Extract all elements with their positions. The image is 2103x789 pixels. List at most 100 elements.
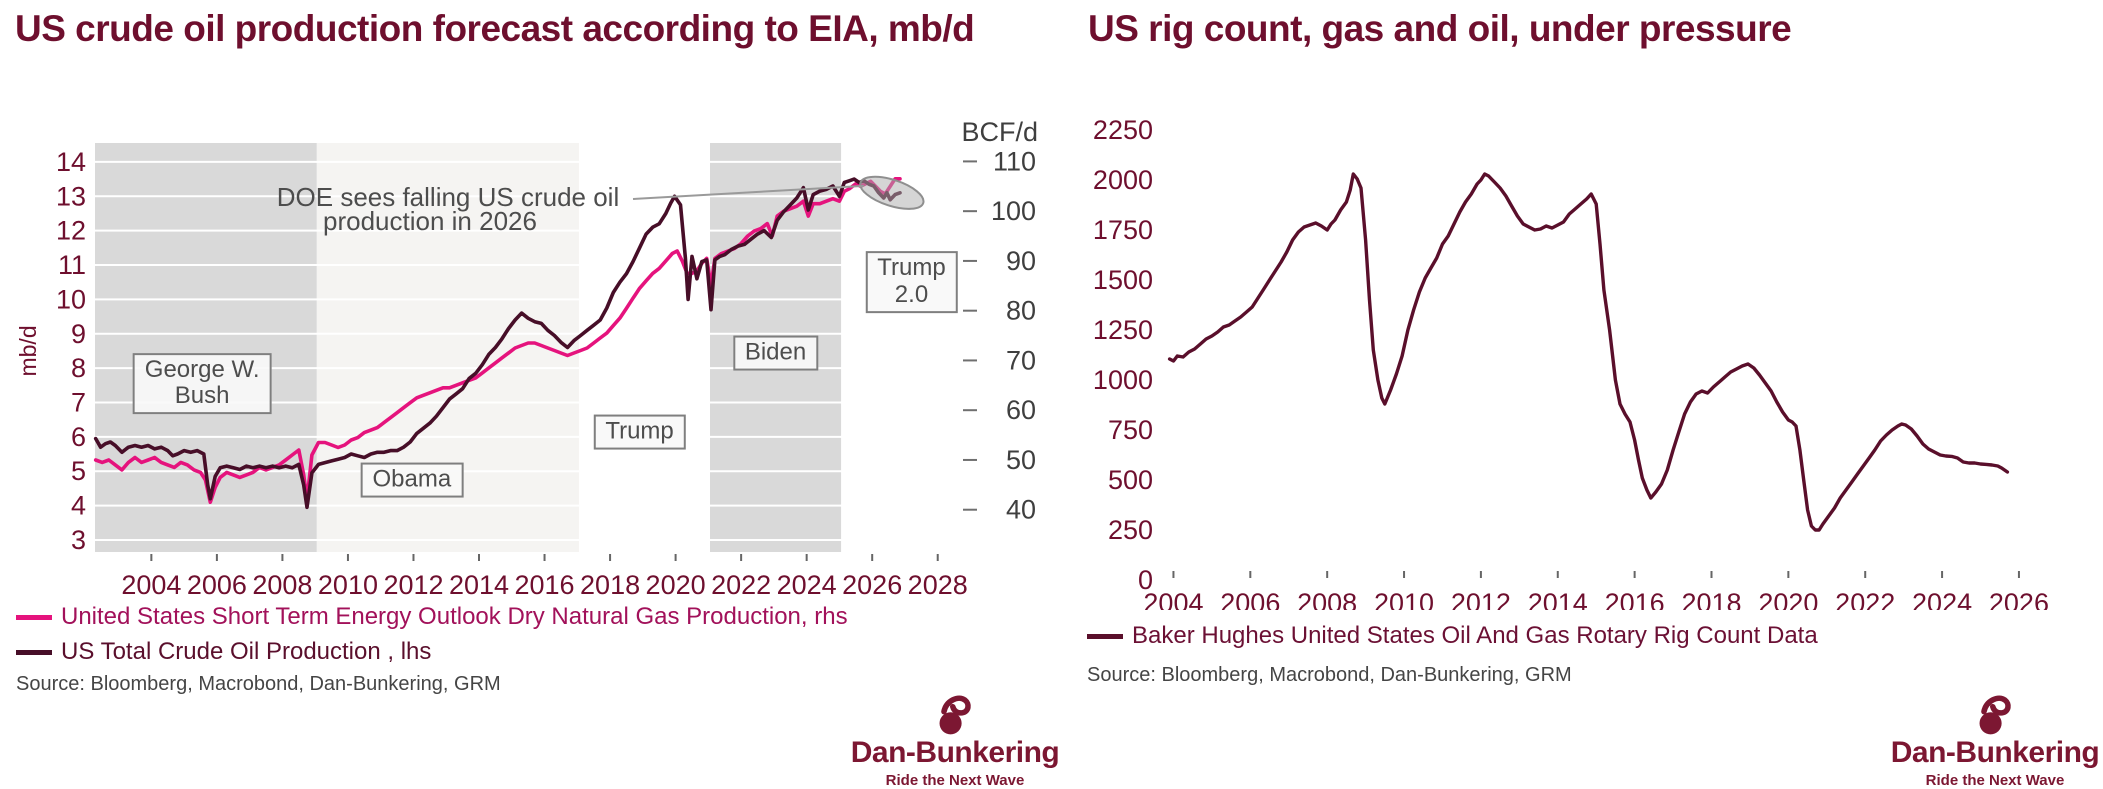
right-chart-source: Source: Bloomberg, Macrobond, Dan-Bunker… (1087, 664, 1572, 686)
axis-label: 2010 (318, 570, 378, 600)
legend-item: Baker Hughes United States Oil And Gas R… (1087, 622, 1818, 650)
axis-label: 0 (1138, 565, 1153, 595)
president-label-text: Biden (744, 338, 807, 366)
axis-label: 1250 (1093, 315, 1153, 345)
axis-label: 2026 (1989, 588, 2049, 610)
axis-label: 40 (1006, 495, 1036, 525)
axis-label: 2018 (1681, 588, 1741, 610)
axis-label: 90 (1006, 246, 1036, 276)
president-label-text: 2.0 (894, 281, 929, 309)
axis-label: 70 (1006, 345, 1036, 375)
legend-item: US Total Crude Oil Production , lhs (16, 638, 848, 666)
axis-label: 750 (1108, 415, 1153, 445)
axis-label: 4 (71, 491, 86, 521)
axis-label: 8 (71, 353, 86, 383)
rig-count-line (1167, 172, 2010, 532)
axis-label: 3 (71, 525, 86, 555)
axis-label: 110 (993, 146, 1036, 176)
axis-label: 250 (1108, 515, 1153, 545)
president-label-text: Trump (877, 254, 946, 282)
axis-label: 2012 (1451, 588, 1511, 610)
legend-label: US Total Crude Oil Production , lhs (61, 638, 432, 665)
axis-label: 100 (991, 196, 1036, 226)
president-label-trump: Trump (593, 414, 686, 450)
annotation-line2: production in 2026 (323, 206, 537, 236)
axis-label: 2006 (187, 570, 247, 600)
axis-label: 60 (1006, 395, 1036, 425)
axis-label: 1500 (1093, 265, 1153, 295)
crude-oil-line (93, 177, 902, 510)
logo-wordmark: Dan-Bunkering (1890, 736, 2100, 769)
right-chart-title: US rig count, gas and oil, under pressur… (1088, 8, 1792, 49)
logo-tagline: Ride the Next Wave (885, 772, 1025, 789)
axis-label: 2004 (1143, 588, 1203, 610)
axis-label: 80 (1006, 296, 1036, 326)
axis-label: 2024 (777, 570, 837, 600)
gridlines (95, 160, 941, 541)
axis-label: 7 (71, 387, 86, 417)
left-chart-legend: United States Short Term Energy Outlook … (16, 603, 848, 666)
president-label-text: Bush (174, 382, 230, 410)
axis-label: 1000 (1093, 365, 1153, 395)
y-axis: 0 250 500 750 1000 1250 1500 1750 2000 2250 (1093, 115, 1153, 595)
axis-label: 2006 (1220, 588, 1280, 610)
legend-label: United States Short Term Energy Outlook … (61, 603, 848, 630)
president-label-georgew-bush: George W. Bush (132, 352, 272, 415)
doe-annotation: DOE sees falling US crude oilproduction … (277, 182, 619, 236)
legend-line-swatch (1087, 633, 1123, 639)
axis-label: 6 (71, 422, 86, 452)
axis-label: 2004 (121, 570, 181, 600)
dan-bunkering-logo-right: Dan-Bunkering Ride the Next Wave (1885, 694, 2103, 789)
axis-label: 12 (56, 216, 86, 246)
series-lines (93, 177, 902, 510)
president-label-obama: Obama (360, 462, 464, 498)
dan-bunkering-logo-left: Dan-Bunkering Ride the Next Wave (845, 694, 1065, 789)
legend-line-swatch (16, 649, 52, 655)
axis-label: 9 (71, 319, 86, 349)
president-bands (95, 143, 842, 552)
president-label-text: Trump (605, 417, 674, 445)
annotation-line1: DOE sees falling US crude oil (277, 182, 619, 212)
axis-label: 2000 (1093, 165, 1153, 195)
logo-tagline: Ride the Next Wave (1925, 772, 2065, 789)
axis-label: 2012 (383, 570, 443, 600)
axis-label: 11 (58, 250, 86, 280)
left-chart-title: US crude oil production forecast accordi… (15, 8, 975, 49)
y-axis-title-left: mb/d (15, 325, 41, 376)
right-chart-legend: Baker Hughes United States Oil And Gas R… (1087, 622, 1818, 650)
dan-bunkering-anchor-icon (1979, 695, 2011, 735)
axis-label: 10 (56, 284, 86, 314)
axis-label: 1750 (1093, 215, 1153, 245)
axis-label: 2020 (646, 570, 706, 600)
legend-line-swatch (16, 614, 52, 620)
legend-label: Baker Hughes United States Oil And Gas R… (1132, 622, 1818, 649)
president-label-biden: Biden (732, 335, 819, 371)
axis-label: 2014 (1528, 588, 1588, 610)
axis-label: 14 (56, 147, 86, 177)
axis-label: 13 (56, 181, 86, 211)
axis-label: 2022 (711, 570, 771, 600)
axis-label: 2250 (1093, 115, 1153, 145)
crude-oil-forecast-chart: 2004 2006 2008 2010 2012 2014 2016 2018 2020 2022… (15, 117, 1038, 600)
axis-label: 2024 (1912, 588, 1972, 610)
axis-label: 2010 (1374, 588, 1434, 610)
axis-label: 2028 (908, 570, 968, 600)
president-label-text: Obama (372, 465, 452, 493)
y-axis-left: 3 4 5 6 7 8 9 10 11 12 13 14 mb/d (15, 147, 86, 555)
x-axis: 2004 2006 2008 2010 2012 2014 2016 2018 2020 2022… (121, 554, 968, 600)
axis-label: 5 (71, 456, 86, 486)
axis-label: 2020 (1758, 588, 1818, 610)
axis-label: 50 (1006, 445, 1036, 475)
axis-label: 2022 (1835, 588, 1895, 610)
gas-production-line (93, 177, 902, 504)
logo-wordmark: Dan-Bunkering (850, 736, 1060, 769)
axis-label: 2016 (515, 570, 575, 600)
axis-label: 2008 (1297, 588, 1357, 610)
axis-label: 500 (1108, 465, 1153, 495)
rig-count-chart: 0 250 500 750 1000 1250 1500 1750 2000 2250 2004 20… (1093, 115, 2049, 610)
y-axis-title-right: BCF/d (961, 117, 1038, 147)
axis-label: 2018 (580, 570, 640, 600)
president-label-text: George W. (144, 355, 260, 383)
